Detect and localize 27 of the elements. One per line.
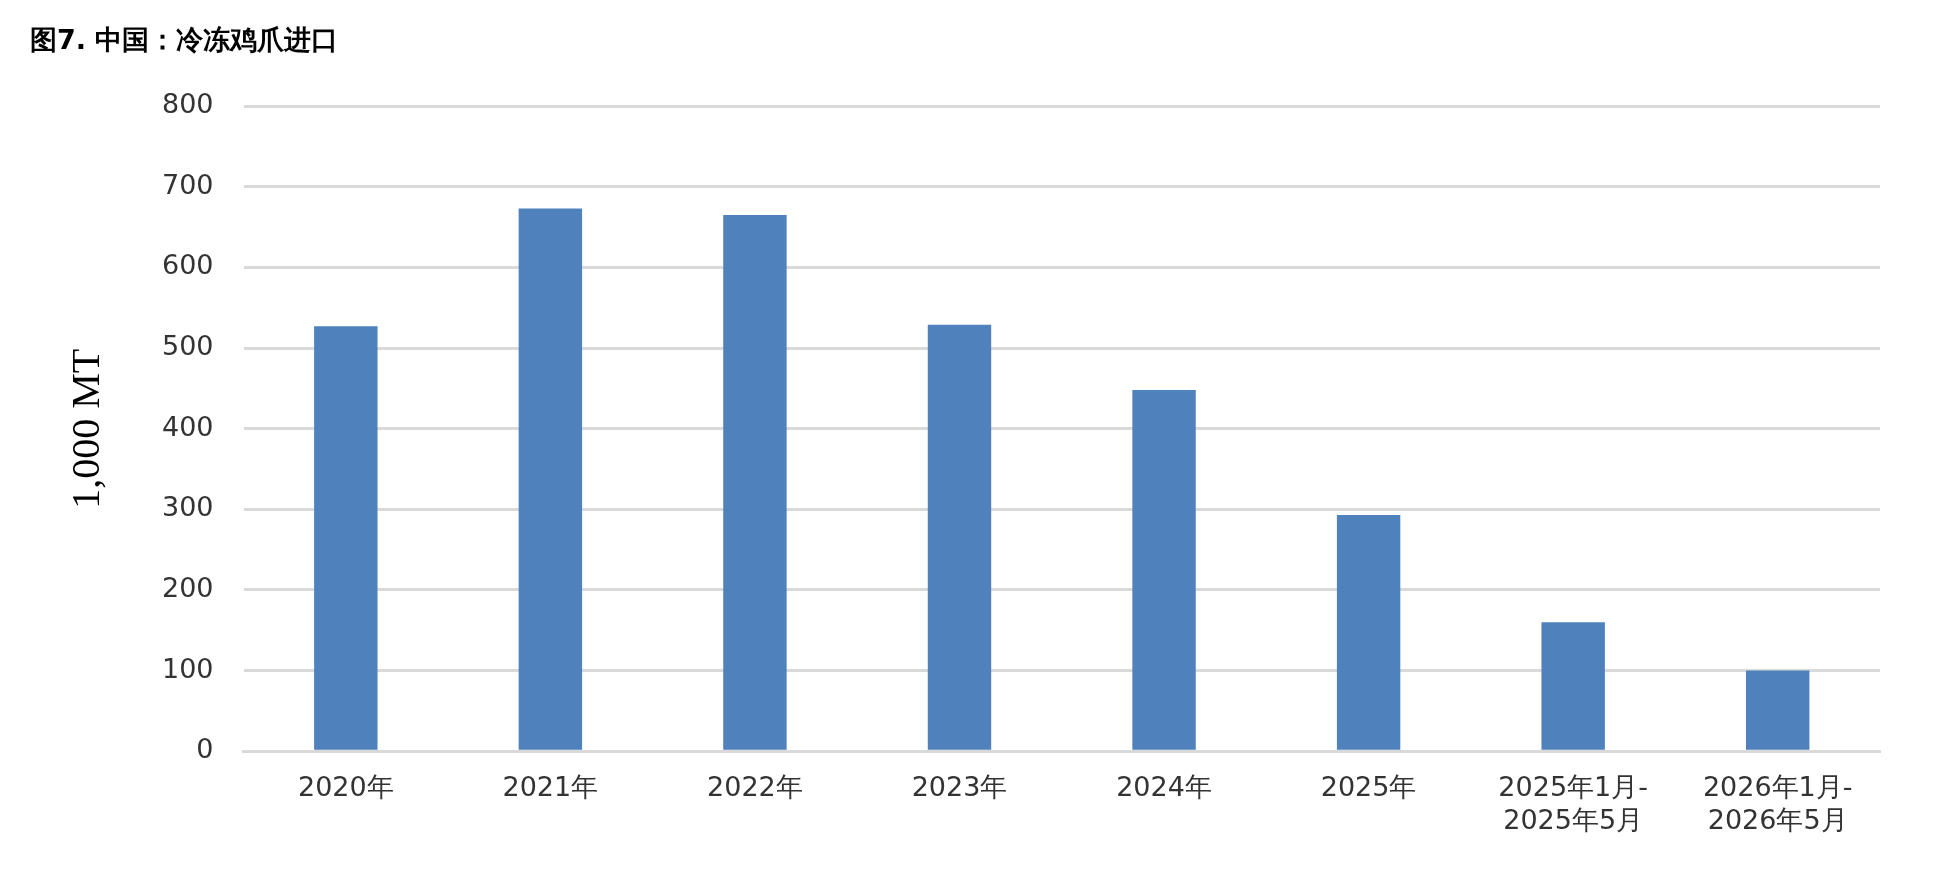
bar	[518, 208, 583, 750]
y-tick-label: 400	[161, 410, 214, 442]
x-tick-label: 2025年1月- 2025年5月	[1498, 771, 1648, 835]
y-tick-label: 300	[161, 491, 214, 523]
bar	[1541, 622, 1605, 750]
y-tick-label: 0	[196, 733, 214, 765]
y-tick-label: 600	[161, 249, 214, 281]
y-tick-label: 200	[161, 571, 214, 603]
y-tick-label: 100	[161, 652, 214, 684]
x-tick-label: 2024年	[1116, 771, 1212, 803]
chart-title: 图7. 中国：冷冻鸡爪进口	[30, 23, 339, 57]
x-tick-label: 2023年	[911, 771, 1008, 803]
x-tick-label: 2026年1月- 2026年5月	[1702, 771, 1853, 835]
x-tick-label: 2020年	[297, 771, 394, 803]
bar	[927, 324, 992, 750]
x-tick-label: 2021年	[502, 771, 599, 803]
bar	[1746, 670, 1810, 750]
x-tick-label: 2025年	[1320, 771, 1417, 803]
bar	[723, 215, 787, 750]
y-tick-label: 500	[161, 330, 214, 362]
y-tick-label: 800	[161, 88, 214, 120]
x-tick-label: 2022年	[707, 771, 803, 803]
y-axis-title: 1,000 MT	[62, 348, 108, 509]
y-tick-label: 700	[161, 168, 214, 200]
bar	[1336, 514, 1401, 750]
bar	[1132, 390, 1196, 750]
bar	[314, 326, 378, 750]
